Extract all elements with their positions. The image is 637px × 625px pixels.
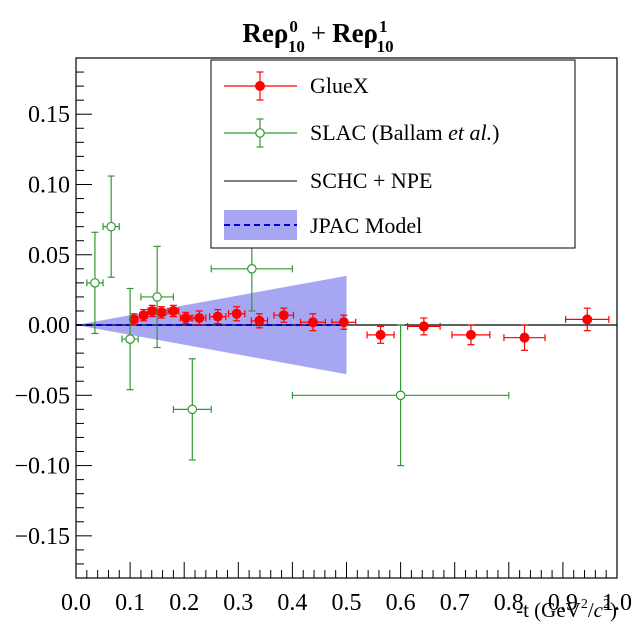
- gluex-marker: [418, 321, 429, 332]
- gluex-point-13: [366, 325, 395, 344]
- y-tick-label: 0.05: [28, 243, 70, 269]
- legend-label-jpac: JPAC Model: [310, 213, 422, 238]
- legend-label-schc: SCHC + NPE: [310, 168, 432, 193]
- slac-marker: [152, 292, 162, 302]
- slac-point-3: [140, 245, 174, 349]
- gluex-marker: [194, 313, 205, 323]
- gluex-marker: [147, 305, 158, 316]
- gluex-point-14: [407, 317, 441, 336]
- gluex-point-7: [209, 308, 227, 325]
- gluex-marker: [128, 314, 139, 325]
- x-tick-label: 0.6: [386, 590, 416, 616]
- x-tick-label: 1.0: [602, 590, 632, 616]
- ticks-layer: 0.0 0.1 0.2 0.3 0.4 0.5 0.6 0.7 0.8 0.9 1.0 0.15 0.1…: [14, 57, 632, 616]
- gluex-marker: [307, 317, 318, 328]
- legend-item-jpac: JPAC Model: [224, 210, 422, 240]
- slac-point-1: [102, 175, 120, 278]
- x-tick-label: 0.7: [440, 590, 470, 616]
- legend-marker-slac: [224, 118, 297, 148]
- gluex-legend-dot: [255, 81, 265, 91]
- slac-marker: [187, 404, 198, 415]
- y-tick-label: −0.05: [14, 383, 70, 409]
- y-tick-label: 0.15: [28, 102, 70, 128]
- gluex-point-16: [503, 324, 546, 351]
- legend-item-schc: SCHC + NPE: [224, 168, 432, 193]
- x-tick-label: 0.4: [277, 590, 307, 616]
- gluex-point-5: [179, 311, 192, 325]
- x-tick-label: 0.0: [61, 590, 91, 616]
- slac-point-6: [291, 324, 510, 467]
- gluex-marker: [278, 310, 289, 321]
- data-layer: [86, 175, 610, 467]
- gluex-marker: [465, 329, 476, 340]
- slac-marker: [106, 221, 116, 232]
- gluex-marker: [519, 332, 530, 343]
- gluex-marker: [180, 313, 191, 323]
- gluex-marker: [582, 314, 593, 325]
- slac-marker: [90, 278, 100, 288]
- x-tick-label: 0.5: [332, 590, 362, 616]
- gluex-point-12: [331, 314, 357, 330]
- gluex-marker: [156, 307, 167, 318]
- slac-legend-dot: [255, 128, 265, 138]
- x-tick-label: 0.8: [494, 590, 524, 616]
- gluex-point-6: [192, 310, 207, 326]
- x-tick-label: 0.1: [115, 590, 145, 616]
- gluex-marker: [375, 329, 386, 340]
- legend-label-gluex: GlueX: [310, 73, 369, 98]
- y-tick-label: 0.00: [28, 313, 70, 339]
- gluex-point-11: [299, 313, 327, 332]
- legend-marker-gluex: [224, 71, 297, 101]
- y-tick-label: −0.15: [14, 524, 70, 550]
- slac-marker: [125, 334, 135, 344]
- gluex-point-1: [138, 308, 149, 322]
- chart-title: Reρ0 10 + Reρ1 10: [242, 17, 393, 56]
- gluex-marker: [231, 308, 242, 319]
- x-tick-label: 0.9: [548, 590, 578, 616]
- slac-marker: [247, 264, 257, 274]
- gluex-marker: [338, 317, 349, 328]
- legend-item-slac: SLAC (Ballam et al.): [224, 118, 499, 148]
- slac-point-0: [86, 231, 104, 335]
- series-gluex: [128, 304, 610, 351]
- slac-marker: [395, 390, 406, 401]
- x-axis-label: -t (GeV2/c2): [516, 597, 617, 622]
- series-slac: [86, 175, 510, 467]
- gluex-point-9: [250, 313, 269, 329]
- gluex-point-10: [273, 307, 295, 323]
- legend-item-gluex: GlueX: [224, 71, 369, 101]
- gluex-point-15: [451, 324, 491, 346]
- x-tick-label: 0.3: [223, 590, 253, 616]
- gluex-marker: [168, 305, 179, 316]
- gluex-marker: [212, 311, 223, 322]
- legend-label-slac: SLAC (Ballam et al.): [310, 120, 499, 145]
- gluex-marker: [254, 315, 265, 326]
- y-tick-label: −0.10: [14, 454, 70, 480]
- gluex-point-8: [227, 306, 246, 322]
- y-tick-label: 0.10: [28, 172, 70, 198]
- slac-point-4: [172, 358, 212, 461]
- x-tick-label: 0.2: [169, 590, 199, 616]
- gluex-point-17: [565, 307, 610, 332]
- gluex-marker: [138, 310, 149, 321]
- legend: GlueX SLAC (Ballam et al.) SCHC + NPE JP…: [210, 59, 576, 249]
- gluex-point-4: [167, 304, 180, 318]
- slac-point-2: [121, 287, 139, 391]
